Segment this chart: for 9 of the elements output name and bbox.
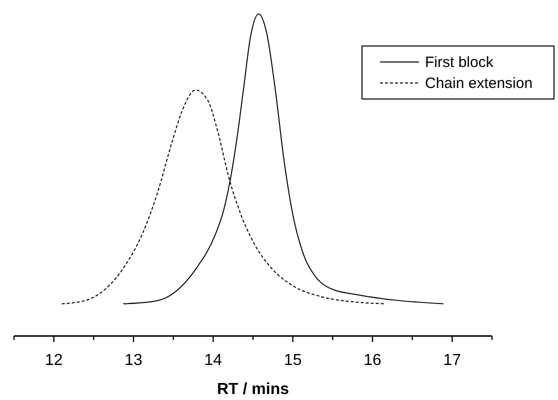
x-tick-label: 14 [204,352,222,369]
x-axis-title: RT / mins [216,381,290,398]
legend-label: First block [425,54,494,71]
x-tick-label: 15 [284,352,302,369]
x-tick-label: 12 [44,352,63,369]
x-tick-label: 17 [443,352,462,369]
legend-label: Chain extension [425,75,533,92]
x-tick-label: 13 [124,352,142,369]
x-tick-label: 16 [364,352,382,369]
